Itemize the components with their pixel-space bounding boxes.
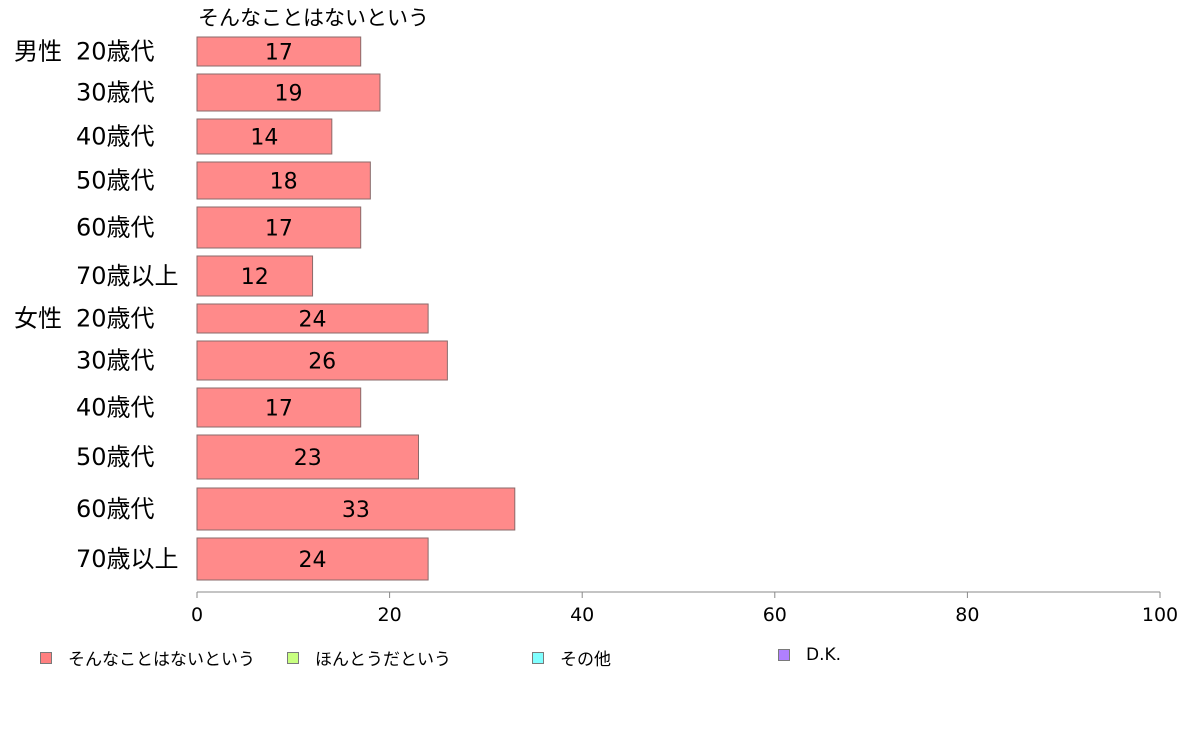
legend-label: その他 xyxy=(560,650,611,670)
data-label: 18 xyxy=(270,170,298,195)
series-label: そんなことはないという xyxy=(198,6,429,30)
bar xyxy=(196,303,429,334)
legend-label: ほんとうだという xyxy=(315,650,451,670)
legend-item: ほんとうだという xyxy=(287,645,451,670)
bar xyxy=(196,255,314,297)
bar xyxy=(196,73,381,112)
data-label: 24 xyxy=(299,548,327,573)
data-label: 23 xyxy=(294,446,322,471)
data-label: 19 xyxy=(274,82,302,107)
legend-swatch xyxy=(778,649,790,661)
x-tick-label: 20 xyxy=(378,604,402,626)
data-label: 14 xyxy=(250,126,278,151)
x-tick-label: 0 xyxy=(191,604,203,626)
group-label: 女性 xyxy=(14,305,62,333)
bar xyxy=(196,118,333,155)
row-label: 50歳代 xyxy=(76,443,155,471)
x-tick-label: 100 xyxy=(1142,604,1178,626)
data-label: 24 xyxy=(299,308,327,333)
bar xyxy=(196,161,371,200)
data-label: 12 xyxy=(241,265,269,290)
row-label: 20歳代 xyxy=(76,305,155,333)
bar xyxy=(196,387,362,428)
data-label: 33 xyxy=(342,498,370,523)
legend-label: D.K. xyxy=(806,645,842,665)
row-label: 70歳以上 xyxy=(76,262,179,290)
data-label: 17 xyxy=(265,41,293,66)
row-label: 20歳代 xyxy=(76,38,155,66)
legend: そんなことはないという ほんとうだという その他 D.K. xyxy=(40,645,1140,670)
row-label: 40歳代 xyxy=(76,123,155,151)
legend-swatch xyxy=(40,651,52,664)
group-label: 男性 xyxy=(14,38,62,66)
bar xyxy=(196,434,419,480)
data-label: 17 xyxy=(265,217,293,242)
data-label: 17 xyxy=(265,397,293,422)
row-label: 50歳代 xyxy=(76,167,155,195)
data-label: 26 xyxy=(308,350,336,375)
row-label: 60歳代 xyxy=(76,214,155,242)
row-label: 40歳代 xyxy=(76,394,155,422)
bar xyxy=(196,537,429,581)
row-label: 70歳以上 xyxy=(76,545,179,573)
row-label: 30歳代 xyxy=(76,79,155,107)
x-tick-label: 80 xyxy=(955,604,979,626)
legend-swatch xyxy=(287,651,299,664)
x-tick-label: 40 xyxy=(570,604,594,626)
x-tick-label: 60 xyxy=(763,604,787,626)
row-label: 60歳代 xyxy=(76,495,155,523)
bar xyxy=(196,206,362,249)
legend-swatch xyxy=(532,651,544,664)
bar xyxy=(196,487,516,531)
legend-item: その他 xyxy=(532,645,611,670)
bar-chart: そんなことはないという 男性 20歳代 17 30歳代 19 40歳代 14 50歳代 18 60… xyxy=(14,6,1178,626)
legend-item: そんなことはないという xyxy=(40,645,255,670)
legend-label: そんなことはないという xyxy=(68,650,255,670)
row-label: 30歳代 xyxy=(76,347,155,375)
bar xyxy=(196,36,362,67)
legend-item: D.K. xyxy=(778,645,841,665)
bar xyxy=(196,340,448,381)
